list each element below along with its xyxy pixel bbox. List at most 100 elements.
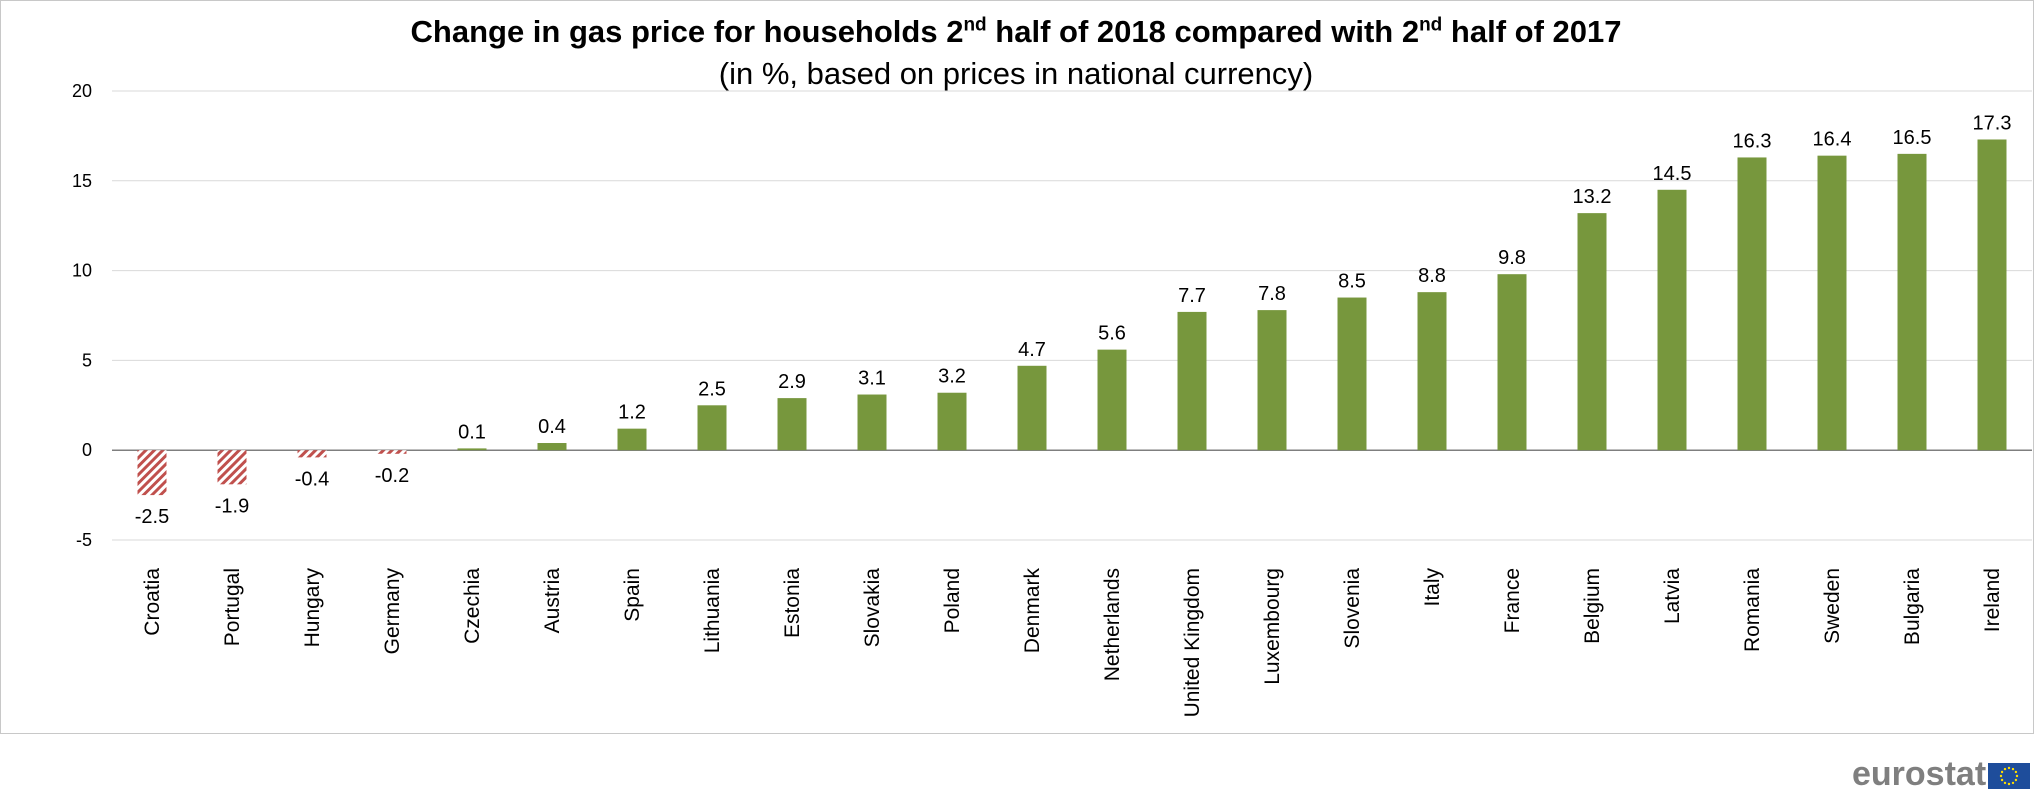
- bar-estonia: [777, 398, 807, 451]
- data-label: -0.4: [295, 468, 329, 490]
- data-label: 2.5: [698, 378, 726, 400]
- bar-portugal: [217, 450, 247, 485]
- x-tick-label: Slovenia: [1341, 568, 1364, 649]
- flag-star: [2000, 770, 2004, 774]
- flag-star: [2011, 767, 2015, 771]
- y-axis-ticks: -5 0 5 10 15 20: [72, 81, 92, 550]
- x-tick-label: Luxembourg: [1261, 568, 1284, 685]
- bar-slovakia: [857, 394, 887, 451]
- eu-flag-icon: [1988, 763, 2030, 789]
- x-tick-label: Romania: [1741, 568, 1764, 652]
- x-tick-label: Austria: [541, 568, 564, 634]
- y-tick-label: 10: [72, 261, 92, 281]
- bars: [137, 139, 2007, 496]
- y-tick-label: 5: [82, 350, 92, 370]
- x-tick-label: Lithuania: [701, 568, 724, 654]
- flag-star: [2015, 774, 2019, 778]
- bar-croatia: [137, 450, 167, 496]
- data-label: 5.6: [1098, 323, 1126, 345]
- bar-lithuania: [697, 405, 727, 451]
- x-tick-label: Bulgaria: [1901, 568, 1924, 645]
- bar-poland: [937, 392, 967, 451]
- data-label: 3.2: [938, 366, 966, 388]
- data-label: -2.5: [135, 506, 169, 528]
- chart-subtitle: (in %, based on prices in national curre…: [718, 56, 1314, 91]
- bar-bulgaria: [1897, 153, 1927, 451]
- x-tick-label: Latvia: [1661, 568, 1684, 624]
- flag-star: [2007, 766, 2011, 770]
- y-tick-label: 0: [82, 440, 92, 460]
- bar-slovenia: [1337, 297, 1367, 451]
- data-label: 7.8: [1258, 283, 1286, 305]
- data-label: -0.2: [375, 465, 409, 487]
- flag-star: [2011, 781, 2015, 785]
- x-tick-label: Ireland: [1981, 568, 2004, 632]
- x-tick-label: Netherlands: [1101, 568, 1124, 681]
- chart-title: Change in gas price for households 2nd h…: [410, 14, 1622, 49]
- x-tick-label: Czechia: [461, 568, 484, 644]
- flag-star: [2003, 767, 2007, 771]
- x-tick-label: Hungary: [301, 568, 324, 648]
- flag-star: [2007, 782, 2011, 786]
- x-tick-label: Estonia: [781, 568, 804, 638]
- x-tick-label: Portugal: [221, 568, 244, 646]
- logo-text: eurostat: [1852, 755, 1987, 793]
- chart-frame: [0, 0, 2034, 734]
- data-label: 13.2: [1573, 186, 1612, 208]
- bar-belgium: [1577, 213, 1607, 451]
- data-label: 4.7: [1018, 339, 1046, 361]
- y-tick-label: 15: [72, 171, 92, 191]
- bar-chart: -5 0 5 10 15 20 -2.5 -1.9 -0.4 -0.2 0.1 0.4 1.2 2.5 2…: [72, 81, 2032, 718]
- data-label: 8.8: [1418, 265, 1446, 287]
- bar-austria: [537, 443, 567, 451]
- y-tick-label: -5: [76, 530, 92, 550]
- x-tick-label: Sweden: [1821, 568, 1844, 644]
- x-tick-label: Croatia: [141, 568, 164, 636]
- x-tick-label: Denmark: [1021, 568, 1044, 654]
- x-tick-label: Spain: [621, 568, 644, 622]
- flag-star: [2014, 770, 2018, 774]
- bar-spain: [617, 428, 647, 451]
- data-label: 0.4: [538, 416, 566, 438]
- bar-luxembourg: [1257, 310, 1287, 451]
- data-label: 16.3: [1733, 130, 1772, 152]
- flag-star: [2000, 778, 2004, 782]
- flag-star: [2003, 781, 2007, 785]
- y-tick-label: 20: [72, 81, 92, 101]
- bar-sweden: [1817, 155, 1847, 451]
- data-label: -1.9: [215, 495, 249, 517]
- data-label: 7.7: [1178, 285, 1206, 307]
- x-tick-label: France: [1501, 568, 1524, 633]
- data-label: 17.3: [1973, 112, 2012, 134]
- eurostat-logo: eurostat: [1852, 755, 2032, 799]
- data-label: 8.5: [1338, 271, 1366, 293]
- bar-italy: [1417, 292, 1447, 451]
- bar-romania: [1737, 157, 1767, 451]
- bar-czechia: [457, 448, 487, 451]
- bar-united-kingdom: [1177, 311, 1207, 451]
- bar-germany: [377, 450, 407, 454]
- data-label: 3.1: [858, 368, 886, 390]
- x-tick-label: Italy: [1421, 568, 1444, 607]
- flag-star: [1999, 774, 2003, 778]
- bar-netherlands: [1097, 349, 1127, 451]
- data-label: 14.5: [1653, 163, 1692, 185]
- data-label: 0.1: [458, 421, 486, 443]
- x-tick-label: United Kingdom: [1181, 568, 1204, 717]
- x-tick-label: Belgium: [1581, 568, 1604, 644]
- data-label: 1.2: [618, 402, 646, 424]
- data-labels: -2.5 -1.9 -0.4 -0.2 0.1 0.4 1.2 2.5 2.9 3.1 3.2 4.7…: [135, 112, 2012, 528]
- bar-denmark: [1017, 365, 1047, 451]
- bar-ireland: [1977, 139, 2007, 451]
- bar-hungary: [297, 450, 327, 458]
- flag-star: [2014, 778, 2018, 782]
- x-tick-label: Slovakia: [861, 568, 884, 648]
- x-axis-labels: Croatia Portugal Hungary Germany Czechia Aust…: [141, 568, 2004, 718]
- data-label: 16.5: [1893, 127, 1932, 149]
- data-label: 9.8: [1498, 247, 1526, 269]
- bar-france: [1497, 274, 1527, 451]
- x-tick-label: Poland: [941, 568, 964, 633]
- data-label: 2.9: [778, 371, 806, 393]
- gridlines: [112, 90, 2032, 541]
- data-label: 16.4: [1813, 129, 1852, 151]
